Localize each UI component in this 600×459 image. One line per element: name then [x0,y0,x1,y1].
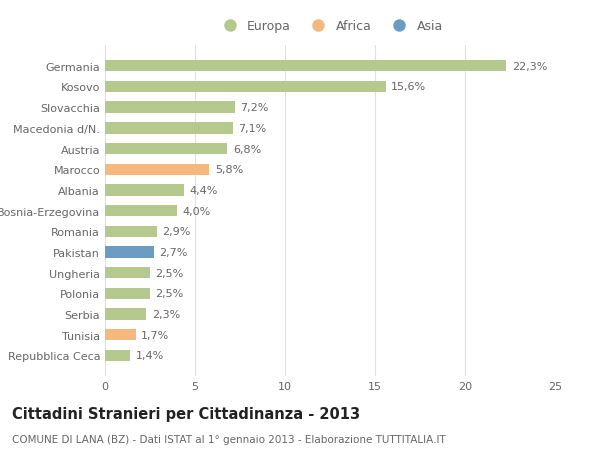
Text: 5,8%: 5,8% [215,165,243,175]
Text: 2,5%: 2,5% [155,268,184,278]
Bar [105,206,177,217]
Bar [105,61,506,72]
Text: 4,0%: 4,0% [182,206,211,216]
Text: 15,6%: 15,6% [391,82,427,92]
Bar [105,350,130,361]
Text: 7,2%: 7,2% [240,103,268,113]
Bar [105,123,233,134]
Legend: Europa, Africa, Asia: Europa, Africa, Asia [217,20,443,33]
Text: 2,5%: 2,5% [155,289,184,299]
Bar [105,288,150,299]
Bar [105,144,227,155]
Text: 6,8%: 6,8% [233,144,261,154]
Bar [105,226,157,237]
Text: 22,3%: 22,3% [512,62,547,72]
Bar [105,102,235,113]
Text: 7,1%: 7,1% [238,123,266,134]
Bar [105,330,136,341]
Text: 2,9%: 2,9% [163,227,191,237]
Bar [105,309,146,320]
Text: 4,4%: 4,4% [190,185,218,196]
Text: 2,3%: 2,3% [152,309,180,319]
Text: 2,7%: 2,7% [159,247,187,257]
Bar [105,82,386,93]
Text: 1,7%: 1,7% [141,330,169,340]
Text: COMUNE DI LANA (BZ) - Dati ISTAT al 1° gennaio 2013 - Elaborazione TUTTITALIA.IT: COMUNE DI LANA (BZ) - Dati ISTAT al 1° g… [12,434,446,444]
Text: 1,4%: 1,4% [136,351,164,361]
Text: Cittadini Stranieri per Cittadinanza - 2013: Cittadini Stranieri per Cittadinanza - 2… [12,406,360,421]
Bar [105,247,154,258]
Bar [105,268,150,279]
Bar [105,185,184,196]
Bar [105,164,209,175]
